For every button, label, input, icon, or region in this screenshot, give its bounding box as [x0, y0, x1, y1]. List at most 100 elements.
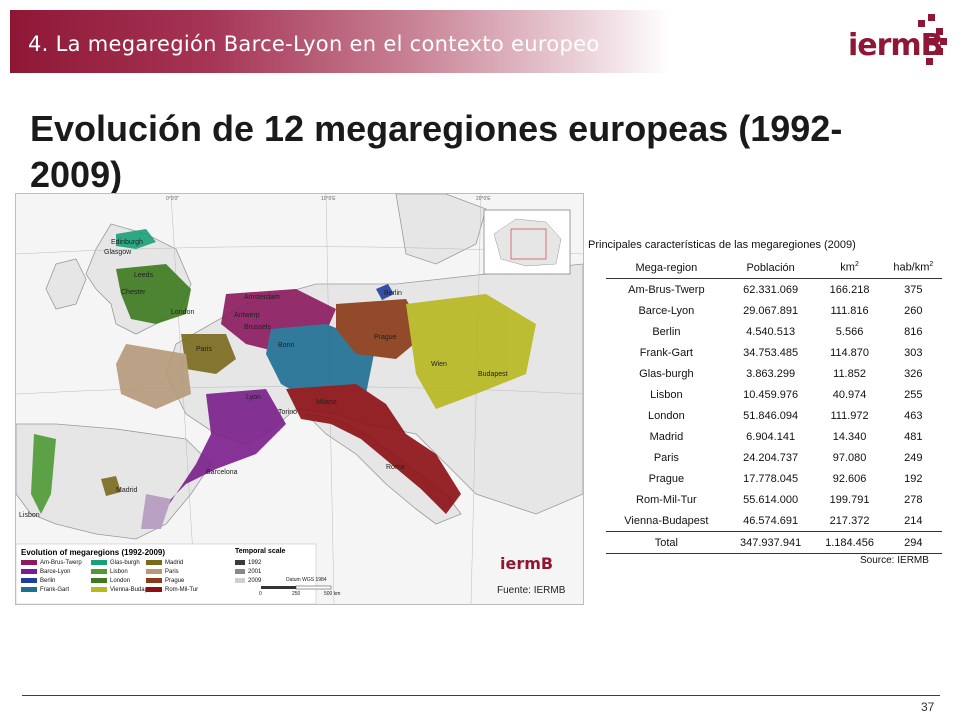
footer-divider — [22, 695, 940, 696]
table-cell: 303 — [904, 346, 923, 359]
table-cell: 249 — [904, 451, 923, 464]
temporal-label: 2001 — [248, 569, 262, 576]
city-label: Bonn — [278, 342, 295, 349]
table-row: Prague 17.778.045 92.606 192 — [606, 468, 942, 489]
scale-label: 250 — [292, 591, 301, 597]
table-cell: 3.863.299 — [746, 367, 796, 380]
table-cell: 92.606 — [832, 472, 867, 485]
table-cell: 14.340 — [832, 430, 867, 443]
grid-label: 0°0'0" — [166, 196, 180, 202]
table-cell: Frank-Gart — [639, 346, 693, 359]
city-label: Roma — [386, 464, 405, 471]
legend-box — [16, 543, 317, 604]
table-cell: Glas-burgh — [639, 367, 694, 380]
barce-lyon-south — [141, 494, 171, 529]
table-cell: 111.816 — [830, 304, 869, 317]
table-cell: 29.067.891 — [743, 304, 799, 317]
table-source: Source: IERMB — [860, 555, 929, 566]
city-label: Prague — [374, 334, 397, 341]
city-label: Leeds — [134, 272, 154, 279]
col-header-density: hab/km2 — [884, 257, 942, 279]
temporal-swatch — [235, 560, 245, 565]
legend-label: Frank-Gart — [40, 587, 70, 594]
city-label: Lyon — [246, 394, 261, 401]
city-label: Wien — [431, 361, 447, 368]
prague-region — [336, 299, 426, 359]
legend-swatch — [146, 578, 162, 583]
city-label: Torino — [278, 409, 298, 416]
city-label: Lisbon — [19, 512, 40, 519]
table-cell: 11.852 — [833, 367, 866, 380]
legend-swatch — [21, 578, 37, 583]
inset-map-extent — [510, 228, 547, 260]
legend-item: Berlin — [21, 578, 55, 584]
london-region — [116, 264, 191, 324]
map-source: Fuente: IERMB — [497, 585, 566, 596]
scale-bar — [261, 585, 332, 590]
lisbon-region — [31, 434, 56, 514]
table-cell: 260 — [904, 304, 923, 317]
logo-square — [936, 28, 943, 35]
table-cell: 5.566 — [835, 325, 864, 338]
table-row: Vienna-Budapest 46.574.691 217.372 214 — [606, 510, 942, 532]
table-row: Rom-Mil-Tur 55.614.000 199.791 278 — [606, 489, 942, 510]
table-cell: London — [648, 409, 685, 422]
table-cell: 40.974 — [832, 388, 867, 401]
legend-item: Rom-Mil-Tur — [146, 587, 198, 593]
city-label: Edinburgh — [111, 239, 143, 246]
table-row: Barce-Lyon 29.067.891 111.816 260 — [606, 300, 942, 321]
table-cell: 375 — [904, 283, 923, 296]
col-header-area: km2 — [814, 257, 885, 279]
glas-burgh-region — [116, 229, 156, 249]
legend-swatch — [91, 569, 107, 574]
table-cell: 217.372 — [829, 514, 870, 527]
logo-square — [928, 14, 935, 21]
table-cell: 55.614.000 — [743, 493, 799, 506]
page-number: 37 — [921, 700, 935, 714]
temporal-item: 2009 — [235, 578, 261, 584]
map-drawing — [16, 194, 583, 604]
temporal-scale-title: Temporal scale — [235, 548, 286, 555]
table-cell: 192 — [904, 472, 923, 485]
vienna-budapest-region — [406, 294, 536, 409]
legend-label: Rom-Mil-Tur — [165, 587, 199, 594]
col-header-population: Población — [726, 257, 815, 279]
legend-item: Vienna-Budapest — [91, 587, 156, 593]
table-cell: 326 — [904, 367, 923, 380]
table-total-cell: Total — [606, 531, 727, 554]
datum-label: Datum WGS 1984 — [286, 577, 327, 583]
table-total-cell: 294 — [884, 531, 942, 554]
table-cell: 34.753.485 — [743, 346, 799, 359]
city-label: Barcelona — [206, 469, 238, 476]
madrid-region — [101, 476, 121, 496]
legend-swatch — [91, 587, 107, 592]
city-label: Madrid — [116, 487, 138, 494]
table-cell: 10.459.976 — [743, 388, 799, 401]
table-cell: 62.331.069 — [743, 283, 799, 296]
legend-swatch — [146, 587, 162, 592]
table-header-row: Mega-region Población km2 hab/km2 — [606, 257, 942, 279]
legend-label: Barce-Lyon — [40, 569, 71, 576]
table-row: Frank-Gart 34.753.485 114.870 303 — [606, 342, 942, 363]
logo-square — [940, 38, 947, 45]
city-label: Brussels — [244, 324, 271, 331]
table-cell: 24.204.737 — [743, 451, 799, 464]
table-cell: 46.574.691 — [743, 514, 799, 527]
scandinavia-land — [395, 194, 487, 265]
table-row: Madrid 6.904.141 14.340 481 — [606, 426, 942, 447]
megaregions-table: Mega-region Población km2 hab/km2 Am-Bru… — [606, 257, 942, 554]
table-total-row: Total 347.937.941 1.184.456 294 — [606, 531, 942, 554]
legend-label: Lisbon — [110, 569, 128, 576]
table-cell: Lisbon — [650, 388, 683, 401]
temporal-swatch — [235, 569, 245, 574]
legend-item: London — [91, 578, 130, 584]
table-row: London 51.846.094 111.972 463 — [606, 405, 942, 426]
legend-label: Prague — [165, 578, 185, 585]
legend-label: Madrid — [165, 560, 184, 567]
city-label: London — [171, 309, 195, 316]
table-cell: 278 — [904, 493, 923, 506]
section-banner — [10, 10, 670, 73]
table-body: Am-Brus-Twerp 62.331.069 166.218 375 Barce-L… — [606, 279, 942, 554]
legend-swatch — [21, 560, 37, 565]
table-cell: 481 — [904, 430, 923, 443]
